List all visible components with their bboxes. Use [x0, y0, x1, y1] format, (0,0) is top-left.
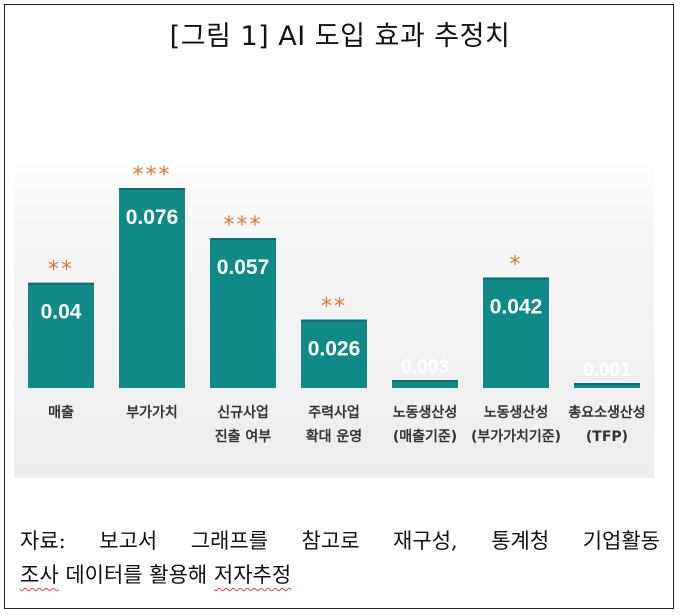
source-note-line2: 조사 데이터를 활용해 저자추정	[20, 558, 660, 592]
bar-top-edge	[301, 319, 367, 322]
value-label: 0.003	[401, 357, 449, 378]
source-note-survey: 조사	[20, 563, 59, 587]
bar-top-edge	[574, 383, 640, 385]
bar	[210, 238, 276, 388]
category-label: 노동생산성	[393, 404, 457, 421]
bar	[301, 319, 367, 388]
category-label: 신규사업	[217, 405, 269, 421]
category-label: (TFP)	[586, 429, 628, 445]
bar-top-edge	[119, 188, 185, 190]
bar-top-edge	[483, 277, 549, 280]
source-note: 자료: 보고서 그래프를 참고로 재구성, 통계청 기업활동 조사 데이터를 활…	[20, 524, 660, 592]
source-note-author-estimate: 저자추정	[213, 563, 292, 587]
category-label: 노동생산성	[484, 404, 548, 421]
value-label: 0.076	[126, 206, 179, 229]
source-note-data: 데이터를 활용해	[58, 563, 214, 587]
bar-top-edge	[210, 238, 276, 240]
bar	[119, 188, 185, 388]
category-label: 총요소생산성	[568, 404, 645, 421]
significance-stars: **	[321, 295, 347, 320]
category-label: 확대 운영	[306, 428, 362, 445]
significance-stars: *	[510, 252, 523, 277]
figure-frame	[4, 4, 674, 609]
bar-top-edge	[392, 380, 458, 383]
value-label: 0.04	[41, 301, 82, 324]
value-label: 0.057	[217, 256, 270, 279]
category-label: 주력사업	[308, 405, 360, 421]
source-note-line1: 자료: 보고서 그래프를 참고로 재구성, 통계청 기업활동	[20, 529, 660, 553]
significance-stars: ***	[224, 213, 263, 238]
chart-title: [그림 1] AI 도입 효과 추정치	[169, 21, 511, 52]
value-label: 0.001	[583, 360, 631, 381]
value-label: 0.026	[308, 338, 361, 361]
significance-stars: **	[48, 258, 74, 283]
category-label: 진출 여부	[215, 428, 272, 445]
value-label: 0.042	[490, 295, 543, 318]
category-label: (매출기준)	[393, 428, 457, 445]
category-label: 부가가치	[126, 405, 178, 421]
bar	[483, 277, 549, 388]
bar	[574, 383, 640, 388]
significance-stars: ***	[133, 163, 172, 188]
bar-top-edge	[28, 282, 94, 285]
category-label: 매출	[48, 404, 74, 421]
category-label: (부가가치기준)	[471, 429, 561, 445]
bar	[392, 380, 458, 388]
bar	[28, 282, 94, 388]
